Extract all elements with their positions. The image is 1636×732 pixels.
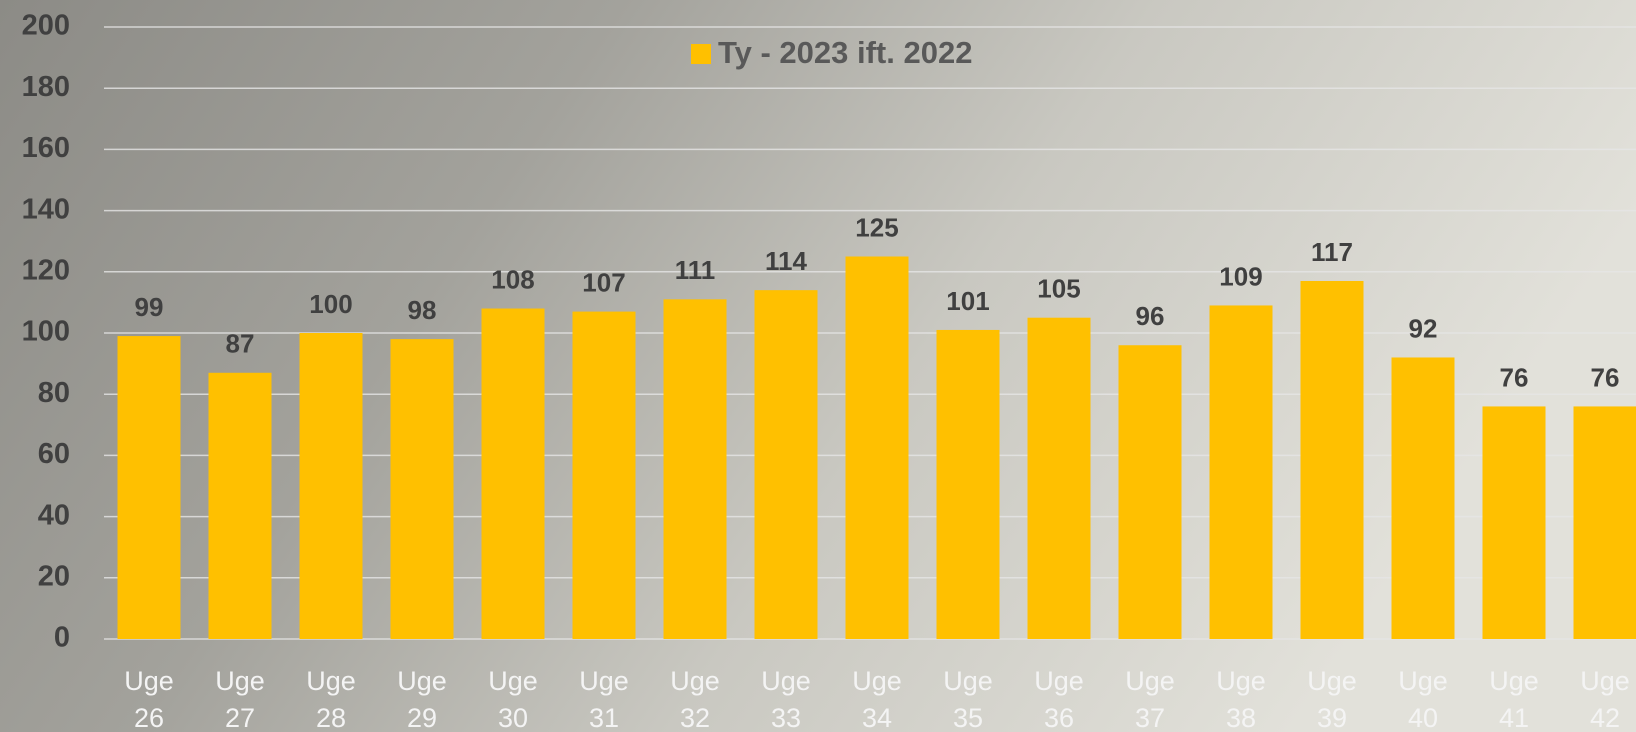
value-label: 105 <box>1037 274 1080 304</box>
chart: 020406080100120140160180200Uge26Uge27Uge… <box>0 0 1636 732</box>
bar <box>937 330 1000 639</box>
legend-label: Ty - 2023 ift. 2022 <box>718 35 972 70</box>
value-label: 108 <box>491 264 534 294</box>
bar <box>846 257 909 640</box>
y-tick-label: 40 <box>38 499 70 531</box>
bar <box>1301 281 1364 639</box>
bar <box>1210 305 1273 639</box>
y-tick-label: 100 <box>22 316 70 348</box>
y-tick-label: 120 <box>22 254 70 286</box>
bar <box>664 299 727 639</box>
value-label: 111 <box>675 255 716 285</box>
value-label: 96 <box>1136 301 1165 331</box>
value-label: 117 <box>1311 237 1353 267</box>
y-tick-label: 140 <box>22 193 70 225</box>
value-label: 76 <box>1500 362 1529 392</box>
bar <box>391 339 454 639</box>
bar <box>573 312 636 639</box>
value-label: 99 <box>135 292 164 322</box>
value-label: 76 <box>1591 362 1620 392</box>
bar <box>1392 357 1455 639</box>
bar <box>1574 406 1636 639</box>
value-label: 107 <box>582 267 625 297</box>
value-label: 109 <box>1219 261 1262 291</box>
legend-swatch <box>691 44 711 64</box>
y-tick-label: 60 <box>38 438 70 470</box>
value-label: 100 <box>309 289 352 319</box>
bar <box>482 309 545 639</box>
bar <box>1119 345 1182 639</box>
bar <box>118 336 181 639</box>
bar <box>300 333 363 639</box>
bar <box>755 290 818 639</box>
bar <box>1483 406 1546 639</box>
value-label: 98 <box>408 295 437 325</box>
y-tick-label: 160 <box>22 132 70 164</box>
value-label: 125 <box>855 212 898 242</box>
y-tick-label: 0 <box>54 622 70 654</box>
value-label: 114 <box>765 246 807 276</box>
y-tick-label: 200 <box>22 10 70 42</box>
y-tick-label: 80 <box>38 377 70 409</box>
y-tick-label: 20 <box>38 560 70 592</box>
value-label: 92 <box>1409 313 1438 343</box>
bar <box>1028 318 1091 639</box>
bar <box>209 373 272 639</box>
value-label: 101 <box>946 286 989 316</box>
y-tick-label: 180 <box>22 71 70 103</box>
value-label: 87 <box>226 329 255 359</box>
